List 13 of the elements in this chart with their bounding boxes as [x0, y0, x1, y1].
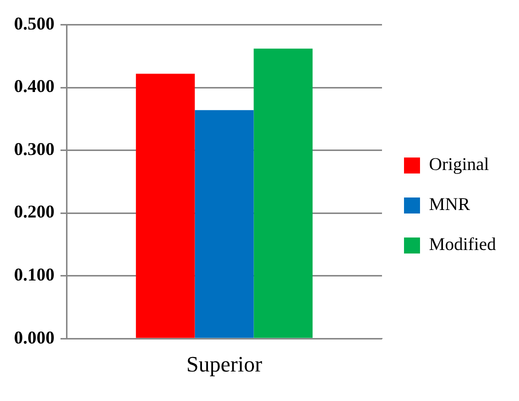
y-tick-label: 0.300 — [14, 138, 54, 159]
y-tick-label: 0.100 — [14, 264, 54, 284]
legend-label: Modified — [429, 234, 496, 254]
y-tick-label: 0.000 — [14, 327, 54, 348]
x-tick-label: Superior — [186, 352, 263, 377]
y-tick-label: 0.400 — [14, 76, 54, 96]
bar — [136, 74, 195, 338]
legend-label: Original — [429, 154, 490, 174]
y-tick-label: 0.500 — [14, 13, 54, 34]
bar — [254, 48, 313, 338]
bar — [194, 110, 254, 338]
y-tick-label: 0.200 — [14, 202, 54, 222]
legend-label: MNR — [429, 194, 470, 214]
